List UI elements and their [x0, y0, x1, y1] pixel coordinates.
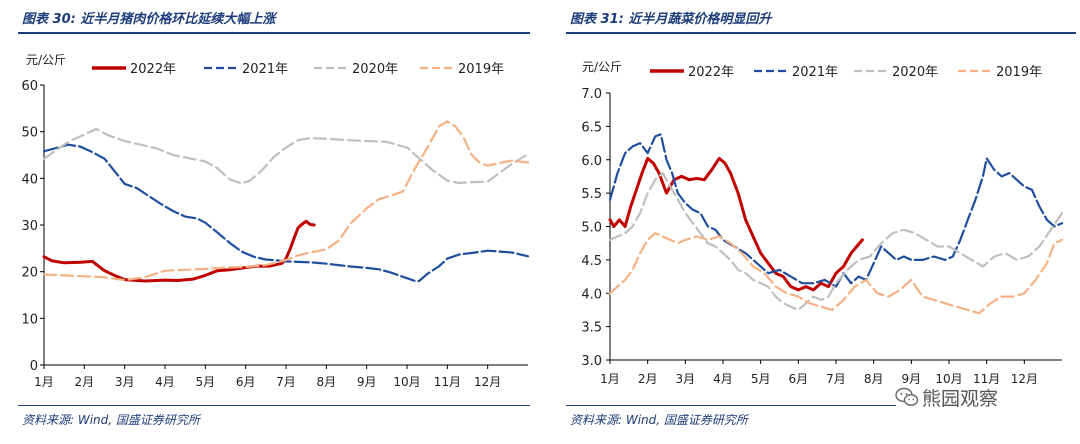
pork-series-line-2020 [42, 127, 530, 185]
vegetable-x-tick-label: 4月 [713, 372, 733, 386]
pork-series-line-2019 [42, 120, 530, 282]
pork-x-tick-label: 4月 [155, 375, 175, 389]
pork-legend-label: 2021年 [242, 62, 288, 77]
pork-x-tick-label: 8月 [317, 375, 337, 389]
vegetable-x-tick-label: 6月 [789, 372, 809, 386]
pork-x-tick-label: 2月 [75, 375, 95, 389]
pork-legend-item-2019: 2019年 [420, 62, 504, 77]
vegetable-y-tick-label: 6.5 [581, 120, 602, 135]
pork-x-tick-label: 11月 [434, 375, 461, 389]
vegetable-series-line-2022 [608, 156, 864, 292]
watermark-text: 熊园观察 [922, 388, 999, 410]
vegetable-y-tick-label: 5.5 [581, 187, 602, 202]
left-chart-panel: 图表 30: 近半月猪肉价格环比延续大幅上涨 0 10 20 30 40 50 60 1月 2月… [18, 12, 530, 427]
left-chart-title: 图表 30: 近半月猪肉价格环比延续大幅上涨 [22, 12, 276, 27]
vegetable-x-tick-label: 12月 [1011, 372, 1038, 386]
vegetable-y-tick-label: 6.0 [581, 154, 602, 169]
vegetable-y-tick-label: 3.5 [581, 321, 602, 336]
vegetable-series-line-2020 [608, 172, 1064, 311]
vegetable-x-tick-label: 8月 [864, 372, 884, 386]
pork-y-tick-label: 40 [21, 172, 38, 187]
vegetable-legend-label: 2021年 [792, 65, 838, 80]
pork-y-axis-label: 元/公斤 [26, 53, 66, 67]
pork-legend-label: 2020年 [352, 62, 398, 77]
vegetable-legend-item-2021: 2021年 [754, 65, 838, 80]
vegetable-x-tick-label: 1月 [600, 372, 620, 386]
pork-legend-label: 2019年 [458, 62, 504, 77]
vegetable-legend-item-2022: 2022年 [650, 65, 734, 80]
pork-legend-label: 2022年 [130, 62, 176, 77]
vegetable-y-tick-label: 4.0 [581, 287, 602, 302]
pork-price-chart: 0 10 20 30 40 50 60 1月 2月 3月 4月 5月 6月 7月 8月 9月 10月 11月 12月… [21, 53, 530, 389]
vegetable-legend-label: 2020年 [892, 65, 938, 80]
pork-x-tick-label: 12月 [474, 375, 501, 389]
left-source-rule [18, 405, 530, 406]
vegetable-x-tick-label: 3月 [676, 372, 696, 386]
vegetable-legend-item-2019: 2019年 [958, 65, 1042, 80]
pork-x-tick-label: 9月 [357, 375, 377, 389]
vegetable-legend-item-2020: 2020年 [854, 65, 938, 80]
pork-x-tick-label: 7月 [276, 375, 296, 389]
pork-y-tick-label: 20 [21, 266, 38, 281]
pork-y-tick-label: 0 [30, 359, 38, 374]
left-title-rule [18, 32, 530, 34]
vegetable-x-tick-label: 2月 [638, 372, 658, 386]
right-source-rule [566, 405, 896, 406]
pork-x-tick-label: 5月 [196, 375, 216, 389]
vegetable-y-tick-label: 4.5 [581, 254, 602, 269]
pork-legend-item-2022: 2022年 [92, 62, 176, 77]
pork-legend-item-2021: 2021年 [204, 62, 288, 77]
wechat-icon [895, 387, 919, 406]
vegetable-y-tick-label: 3.0 [581, 354, 602, 369]
pork-x-tick-label: 6月 [236, 375, 256, 389]
vegetable-series-line-2021 [608, 133, 1064, 288]
pork-y-tick-label: 60 [21, 79, 38, 94]
vegetable-y-tick-label: 7.0 [581, 87, 602, 102]
vegetable-legend-label: 2019年 [996, 65, 1042, 80]
vegetable-x-tick-label: 9月 [902, 372, 922, 386]
right-source-note: 资料来源: Wind, 国盛证券研究所 [570, 413, 748, 427]
pork-series-line-2022 [42, 219, 316, 283]
pork-x-tick-label: 3月 [115, 375, 135, 389]
vegetable-y-axis-label: 元/公斤 [582, 60, 622, 74]
vegetable-x-tick-label: 7月 [826, 372, 846, 386]
right-title-rule [566, 32, 1076, 34]
vegetable-x-tick-label: 5月 [751, 372, 771, 386]
left-source-note: 资料来源: Wind, 国盛证券研究所 [22, 413, 200, 427]
pork-y-tick-label: 50 [21, 126, 38, 141]
vegetable-x-tick-label: 10月 [935, 372, 962, 386]
vegetable-y-tick-label: 5.0 [581, 221, 602, 236]
pork-y-tick-label: 10 [21, 312, 38, 327]
pork-x-tick-label: 1月 [34, 375, 54, 389]
vegetable-x-tick-label: 11月 [973, 372, 1000, 386]
vegetable-legend-label: 2022年 [688, 65, 734, 80]
vegetable-price-chart: 3.0 3.5 4.0 4.5 5.0 5.5 6.0 6.5 7.0 1月 2月 3月 4月 5月 6月 7… [581, 60, 1064, 386]
pork-x-tick-label: 10月 [393, 375, 420, 389]
pork-legend-item-2020: 2020年 [314, 62, 398, 77]
right-chart-panel: 图表 31: 近半月蔬菜价格明显回升 3.0 3.5 4.0 4.5 5.0 5.5 6.0… [548, 0, 1080, 444]
right-chart-title: 图表 31: 近半月蔬菜价格明显回升 [570, 12, 772, 27]
pork-y-tick-label: 30 [21, 219, 38, 234]
vegetable-series-line-2019 [608, 232, 1064, 315]
